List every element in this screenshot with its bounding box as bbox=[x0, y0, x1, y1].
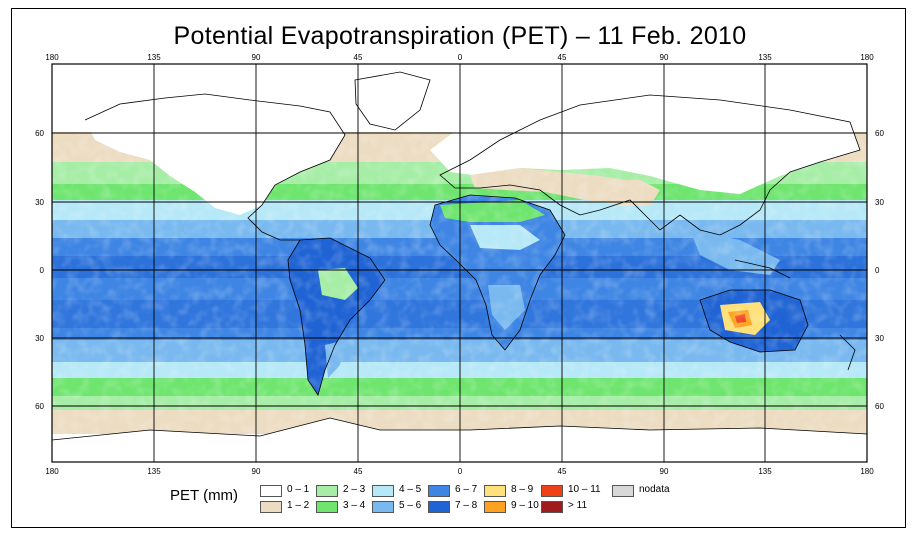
lat-left-labels: 60 30 0 30 60 bbox=[35, 129, 44, 411]
legend-swatch bbox=[612, 485, 634, 497]
lon-top-label: 45 bbox=[558, 53, 567, 62]
legend-swatch bbox=[428, 485, 450, 497]
legend-label: 0 – 1 bbox=[287, 484, 310, 495]
lon-bottom-label: 90 bbox=[252, 467, 261, 476]
coastlines bbox=[52, 71, 867, 441]
lon-bottom-label: 135 bbox=[147, 467, 161, 476]
lon-bottom-label: 180 bbox=[860, 467, 874, 476]
lon-bottom-label: 90 bbox=[660, 467, 669, 476]
lon-top-label: 180 bbox=[860, 53, 874, 62]
lon-bottom-labels: 180 135 90 45 0 45 90 135 180 bbox=[45, 467, 874, 476]
lon-bottom-label: 180 bbox=[45, 467, 59, 476]
legend-label: 2 – 3 bbox=[343, 484, 366, 495]
lon-top-label: 90 bbox=[252, 53, 261, 62]
legend-swatch bbox=[484, 485, 506, 497]
legend-label: > 11 bbox=[568, 500, 587, 511]
graticule bbox=[52, 64, 867, 462]
lon-top-label: 180 bbox=[45, 53, 59, 62]
lon-top-label: 90 bbox=[660, 53, 669, 62]
legend-label: 9 – 10 bbox=[511, 500, 539, 511]
lat-right-label: 30 bbox=[875, 334, 884, 343]
lat-right-label: 60 bbox=[875, 402, 884, 411]
lat-left-label: 60 bbox=[35, 129, 44, 138]
lon-top-label: 45 bbox=[354, 53, 363, 62]
legend-label: 3 – 4 bbox=[343, 500, 366, 511]
legend-label: 8 – 9 bbox=[511, 484, 534, 495]
lon-bottom-label: 135 bbox=[758, 467, 772, 476]
lat-right-label: 60 bbox=[875, 129, 884, 138]
legend-label: nodata bbox=[639, 484, 670, 495]
lat-left-label: 30 bbox=[35, 198, 44, 207]
lon-top-labels: 180 135 90 45 0 45 90 135 180 bbox=[45, 53, 874, 62]
lat-left-label: 30 bbox=[35, 334, 44, 343]
lon-bottom-label: 0 bbox=[458, 467, 463, 476]
lat-right-label: 0 bbox=[875, 266, 880, 275]
legend-label: 10 – 11 bbox=[568, 484, 601, 495]
legend-swatch bbox=[372, 501, 394, 513]
lon-top-label: 135 bbox=[758, 53, 772, 62]
legend-swatch bbox=[541, 501, 563, 513]
legend-swatch bbox=[316, 485, 338, 497]
legend-swatch bbox=[316, 501, 338, 513]
lat-right-labels: 60 30 0 30 60 bbox=[875, 129, 884, 411]
legend-label: 7 – 8 bbox=[455, 500, 478, 511]
legend-label: 5 – 6 bbox=[399, 500, 422, 511]
lon-bottom-label: 45 bbox=[354, 467, 363, 476]
legend-swatch bbox=[428, 501, 450, 513]
lon-top-label: 0 bbox=[458, 53, 463, 62]
map-border bbox=[51, 63, 868, 463]
legend-label: 6 – 7 bbox=[455, 484, 478, 495]
lon-top-label: 135 bbox=[147, 53, 161, 62]
legend-label: 1 – 2 bbox=[287, 500, 310, 511]
legend-swatch bbox=[541, 485, 563, 497]
legend-swatch bbox=[484, 501, 506, 513]
legend-title: PET (mm) bbox=[170, 487, 239, 504]
legend-label: 4 – 5 bbox=[399, 484, 422, 495]
map-title: Potential Evapotranspiration (PET) – 11 … bbox=[173, 22, 747, 50]
legend-swatch bbox=[260, 485, 282, 497]
legend-swatch bbox=[260, 501, 282, 513]
lat-left-label: 60 bbox=[35, 402, 44, 411]
lat-right-label: 30 bbox=[875, 198, 884, 207]
legend-swatch bbox=[372, 485, 394, 497]
lat-left-label: 0 bbox=[40, 266, 45, 275]
lon-bottom-label: 45 bbox=[558, 467, 567, 476]
